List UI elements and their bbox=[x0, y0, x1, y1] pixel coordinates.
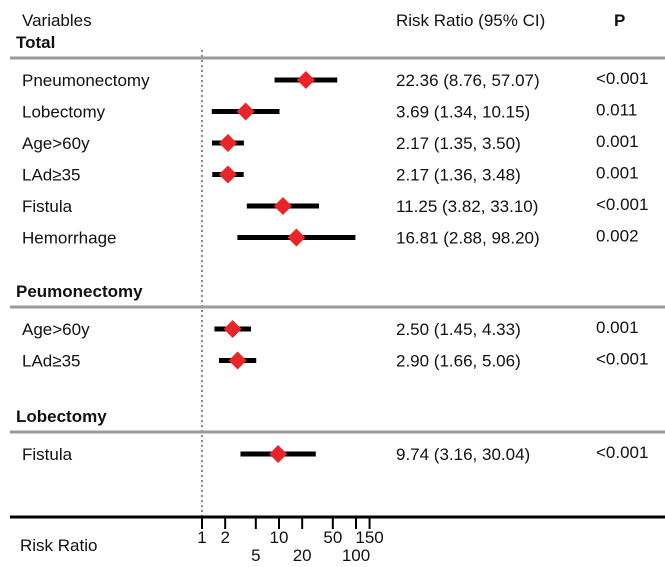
risk-ratio-marker bbox=[228, 351, 247, 370]
group-title: Peumonectomy bbox=[16, 282, 143, 301]
p-value: 0.001 bbox=[596, 164, 639, 183]
x-tick-label: 100 bbox=[342, 546, 370, 565]
ci-value: 2.90 (1.66, 5.06) bbox=[396, 352, 521, 371]
p-value: 0.001 bbox=[596, 132, 639, 151]
p-value: <0.001 bbox=[596, 350, 648, 369]
risk-ratio-marker bbox=[287, 228, 306, 247]
ci-value: 2.50 (1.45, 4.33) bbox=[396, 320, 521, 339]
risk-ratio-marker bbox=[269, 445, 288, 463]
p-value: <0.001 bbox=[596, 443, 648, 462]
row-label: Age>60y bbox=[22, 320, 90, 339]
risk-ratio-marker bbox=[273, 197, 292, 215]
group-title: Lobectomy bbox=[16, 407, 107, 426]
ci-value: 11.25 (3.82, 33.10) bbox=[396, 197, 538, 216]
x-tick-label: 50 bbox=[323, 528, 342, 547]
risk-ratio-marker bbox=[218, 134, 237, 152]
risk-ratio-marker bbox=[218, 165, 237, 184]
p-value: 0.002 bbox=[596, 227, 639, 246]
row-label: Fistula bbox=[22, 197, 73, 216]
p-value: 0.001 bbox=[596, 318, 639, 337]
x-axis-label: Risk Ratio bbox=[20, 536, 97, 555]
x-tick-label: 20 bbox=[293, 546, 312, 565]
risk-ratio-ci-header: Risk Ratio (95% CI) bbox=[396, 11, 545, 30]
risk-ratio-marker bbox=[236, 102, 255, 121]
x-tick-label: 2 bbox=[220, 528, 229, 547]
row-label: Pneumonectomy bbox=[22, 71, 150, 90]
x-tick-label: 5 bbox=[251, 546, 260, 565]
p-header: P bbox=[614, 11, 625, 30]
p-value: 0.011 bbox=[596, 101, 637, 120]
risk-ratio-marker bbox=[296, 71, 315, 89]
ci-value: 2.17 (1.35, 3.50) bbox=[396, 134, 521, 153]
row-label: Fistula bbox=[22, 445, 73, 464]
row-label: Hemorrhage bbox=[22, 229, 117, 248]
group-title: Total bbox=[16, 33, 55, 52]
ci-value: 2.17 (1.36, 3.48) bbox=[396, 166, 521, 185]
ci-value: 3.69 (1.34, 10.15) bbox=[396, 103, 530, 122]
row-label: LAd≥35 bbox=[22, 166, 81, 185]
variables-header: Variables bbox=[22, 11, 92, 30]
x-tick-label: 10 bbox=[270, 528, 289, 547]
row-label: Age>60y bbox=[22, 134, 90, 153]
row-label: Lobectomy bbox=[22, 103, 106, 122]
x-tick-label: 150 bbox=[355, 528, 383, 547]
ci-value: 9.74 (3.16, 30.04) bbox=[396, 445, 530, 464]
ci-value: 16.81 (2.88, 98.20) bbox=[396, 229, 540, 248]
row-label: LAd≥35 bbox=[22, 352, 81, 371]
x-tick-label: 1 bbox=[197, 528, 206, 547]
ci-value: 22.36 (8.76, 57.07) bbox=[396, 71, 540, 90]
p-value: <0.001 bbox=[596, 195, 648, 214]
risk-ratio-marker bbox=[223, 320, 242, 338]
forest-plot-marks: Total Pneumonectomy 22.36 (8.76, 57.07) <0.… bbox=[10, 33, 665, 565]
p-value: <0.001 bbox=[596, 69, 648, 88]
